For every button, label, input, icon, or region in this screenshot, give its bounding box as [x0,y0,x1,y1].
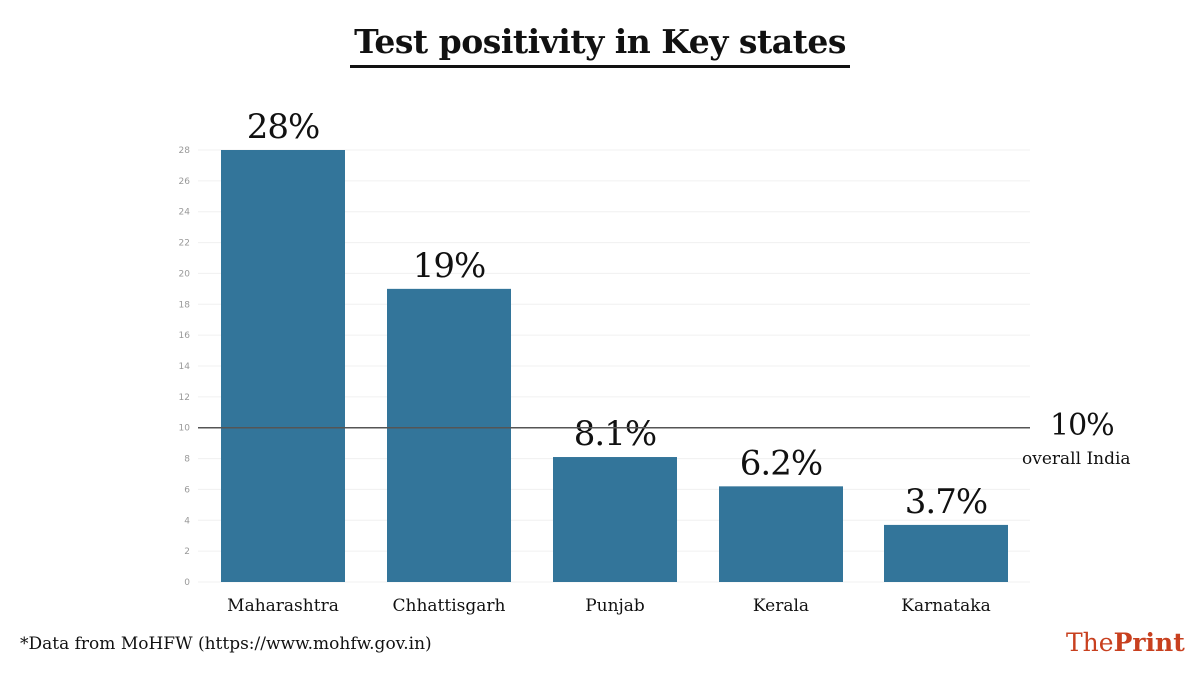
y-tick-label: 10 [179,424,191,434]
y-tick-label: 24 [179,208,191,218]
x-category-label: Chhattisgarh [393,596,506,616]
y-tick-label: 2 [184,547,190,557]
y-tick-label: 22 [179,239,190,249]
y-tick-label: 14 [179,362,191,372]
data-label: 8.1% [574,414,656,454]
theprint-logo: ThePrint [1066,628,1185,657]
y-tick-label: 26 [179,177,191,187]
logo-part2: Print [1113,628,1185,657]
data-label: 6.2% [740,443,822,483]
y-tick-label: 4 [184,516,190,526]
y-tick-label: 6 [184,485,190,495]
data-label: 3.7% [905,482,987,522]
logo-part1: The [1066,628,1114,657]
y-tick-label: 28 [179,146,191,156]
x-category-label: Kerala [753,596,809,616]
x-category-label: Karnataka [901,596,990,616]
y-tick-label: 18 [179,300,191,310]
bar [221,150,345,582]
y-tick-label: 12 [179,393,190,403]
reference-value: 10% [1050,408,1115,443]
source-note: *Data from MoHFW (https://www.mohfw.gov.… [20,634,432,654]
y-tick-label: 16 [179,331,191,341]
bar [884,524,1008,582]
x-category-label: Maharashtra [227,596,339,616]
y-tick-label: 0 [184,578,190,588]
reference-label: overall India [1022,449,1131,469]
bar [387,288,511,582]
chart-title: Test positivity in Key states [0,22,1200,68]
y-tick-label: 8 [184,455,190,465]
chart-title-text: Test positivity in Key states [350,22,850,68]
bar [553,457,677,582]
data-label: 28% [247,107,320,147]
data-label: 19% [413,246,486,286]
x-category-label: Punjab [585,596,645,616]
y-tick-label: 20 [179,269,191,279]
bar [719,486,843,582]
